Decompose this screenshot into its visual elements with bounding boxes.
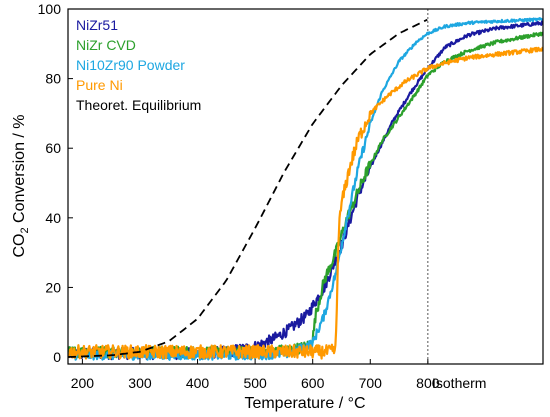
legend-entry-4: Theoret. Equilibrium — [76, 97, 201, 113]
x-axis-label: Temperature / °C — [244, 395, 365, 412]
isotherm-label: Isotherm — [432, 375, 486, 391]
legend-entry-0: NiZr51 — [76, 17, 118, 33]
series-line-1 — [68, 31, 543, 359]
series-line-3 — [68, 46, 543, 360]
y-axis-label-sub: 2 — [19, 227, 31, 233]
x-tick-label: 300 — [128, 375, 152, 391]
plot-frame — [67, 8, 544, 365]
y-tick-label: 80 — [45, 71, 61, 87]
y-axis-label-main: CO — [11, 234, 28, 258]
x-tick-label: 500 — [243, 375, 267, 391]
y-tick-label: 40 — [45, 210, 61, 226]
y-tick-label: 100 — [38, 1, 62, 17]
x-tick-label: 400 — [186, 375, 210, 391]
x-tick-label: 200 — [71, 375, 95, 391]
legend-entry-1: NiZr CVD — [76, 37, 136, 53]
y-tick-label: 0 — [53, 349, 61, 365]
y-tick-label: 60 — [45, 140, 61, 156]
x-tick-label: 600 — [301, 375, 325, 391]
x-tick-label: 700 — [359, 375, 383, 391]
y-tick-label: 20 — [45, 279, 61, 295]
y-axis-label: CO2 Conversion / % — [11, 114, 31, 257]
x-tick-label: 800 — [416, 375, 440, 391]
legend-entry-2: Ni10Zr90 Powder — [76, 57, 185, 73]
legend-entry-3: Pure Ni — [76, 77, 123, 93]
y-axis-label-rest: Conversion / % — [11, 114, 28, 227]
